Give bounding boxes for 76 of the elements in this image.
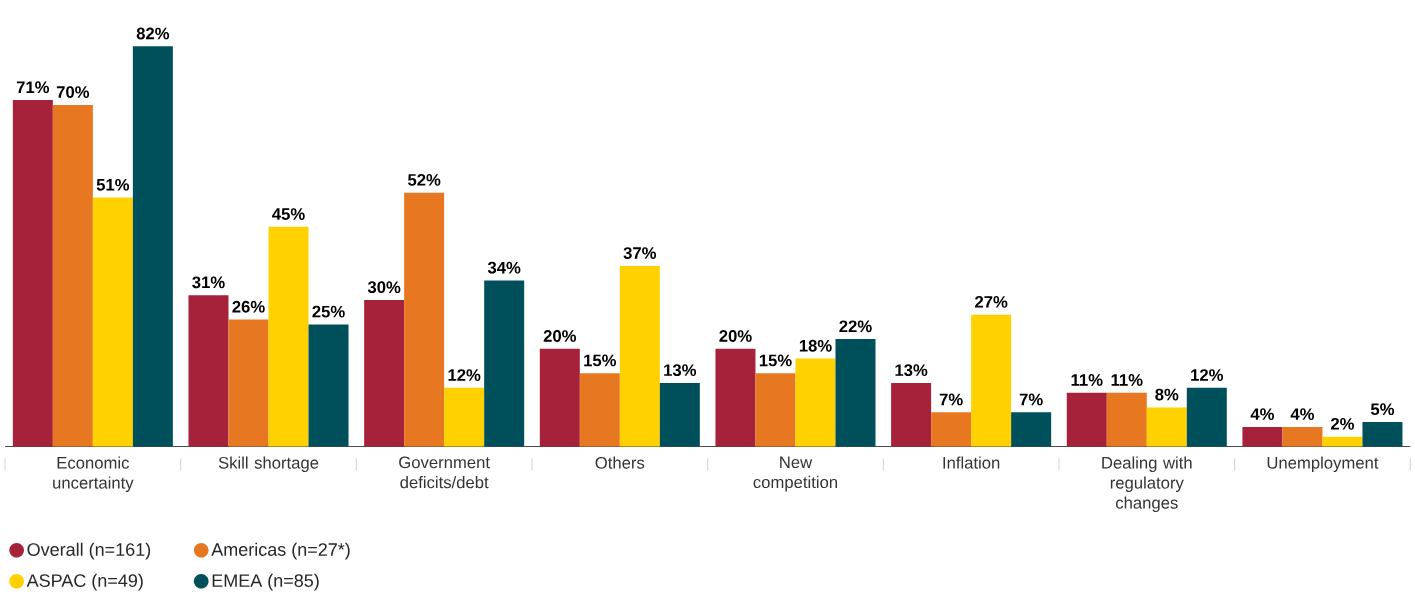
bar bbox=[308, 324, 349, 447]
x-tick-label: Unemployment bbox=[1267, 456, 1379, 472]
data-label: 7% bbox=[939, 393, 963, 406]
data-label: 22% bbox=[839, 320, 872, 332]
bar bbox=[1282, 426, 1323, 447]
data-label: 8% bbox=[1155, 388, 1179, 401]
bar bbox=[1146, 407, 1187, 447]
data-label: 11% bbox=[1111, 373, 1143, 386]
bar bbox=[579, 373, 620, 447]
x-tick-label: Inflation bbox=[943, 456, 1000, 469]
bar bbox=[132, 46, 173, 447]
data-label: 27% bbox=[975, 295, 1008, 308]
bar bbox=[755, 373, 796, 447]
data-label: 13% bbox=[664, 364, 697, 376]
bar bbox=[659, 382, 700, 447]
bar bbox=[1362, 421, 1403, 447]
data-label: 26% bbox=[232, 300, 265, 313]
data-label: 34% bbox=[487, 261, 521, 274]
bar bbox=[619, 265, 660, 447]
x-tick-label: New competition bbox=[753, 456, 837, 492]
data-label: 13% bbox=[895, 364, 928, 376]
data-label: 70% bbox=[56, 85, 90, 98]
bar bbox=[188, 294, 229, 447]
x-tick-label: Government deficits/debt bbox=[399, 456, 490, 489]
bar bbox=[891, 382, 932, 447]
legend-label: EMEA (n=85) bbox=[212, 573, 319, 591]
bar bbox=[364, 299, 405, 447]
bar bbox=[484, 280, 525, 447]
bar bbox=[835, 338, 876, 447]
bar bbox=[52, 104, 93, 447]
data-label: 4% bbox=[1250, 408, 1275, 420]
bar bbox=[1242, 426, 1283, 447]
data-label: 12% bbox=[1191, 368, 1224, 381]
data-label: 82% bbox=[136, 27, 170, 40]
bar bbox=[12, 99, 53, 447]
bar bbox=[444, 387, 485, 447]
data-label: 52% bbox=[408, 173, 441, 186]
data-label: 15% bbox=[759, 354, 792, 367]
data-label: 4% bbox=[1290, 408, 1315, 420]
data-label: 71% bbox=[16, 81, 50, 93]
x-tick-label: Skill shortage bbox=[218, 456, 319, 472]
data-label: 25% bbox=[312, 305, 345, 318]
x-tick-label: Dealing with regulatory changes bbox=[1102, 456, 1192, 512]
data-label: 12% bbox=[448, 368, 481, 381]
data-label: 20% bbox=[543, 329, 577, 342]
legend-label: ASPAC (n=49) bbox=[26, 573, 143, 591]
bar bbox=[404, 192, 445, 447]
data-label: 11% bbox=[1071, 373, 1103, 386]
data-label: 15% bbox=[584, 354, 617, 367]
bar bbox=[971, 314, 1012, 447]
bar bbox=[931, 412, 972, 447]
bar bbox=[1106, 392, 1147, 447]
bar bbox=[92, 197, 133, 447]
data-label: 45% bbox=[272, 207, 305, 220]
data-label: 5% bbox=[1370, 403, 1395, 415]
bar bbox=[1011, 412, 1052, 447]
data-label: 30% bbox=[367, 281, 401, 293]
data-label: 51% bbox=[96, 178, 130, 191]
bar bbox=[268, 226, 309, 447]
legend-label: Americas (n=27*) bbox=[211, 542, 350, 560]
data-label: 31% bbox=[192, 276, 225, 289]
x-tick-label: Others bbox=[595, 456, 645, 469]
bar bbox=[1186, 387, 1227, 447]
data-label: 2% bbox=[1330, 417, 1355, 430]
bar bbox=[1066, 392, 1107, 447]
x-tick-label: Economic uncertainty bbox=[53, 456, 134, 492]
bar bbox=[795, 358, 836, 447]
legend-label: Overall (n=161) bbox=[27, 542, 151, 560]
data-label: 7% bbox=[1019, 393, 1043, 406]
data-label: 20% bbox=[719, 329, 752, 342]
bar bbox=[715, 348, 756, 447]
bar bbox=[228, 319, 269, 447]
bar bbox=[539, 348, 580, 447]
bar bbox=[1322, 436, 1363, 447]
data-label: 37% bbox=[623, 246, 657, 259]
data-label: 18% bbox=[799, 339, 832, 352]
